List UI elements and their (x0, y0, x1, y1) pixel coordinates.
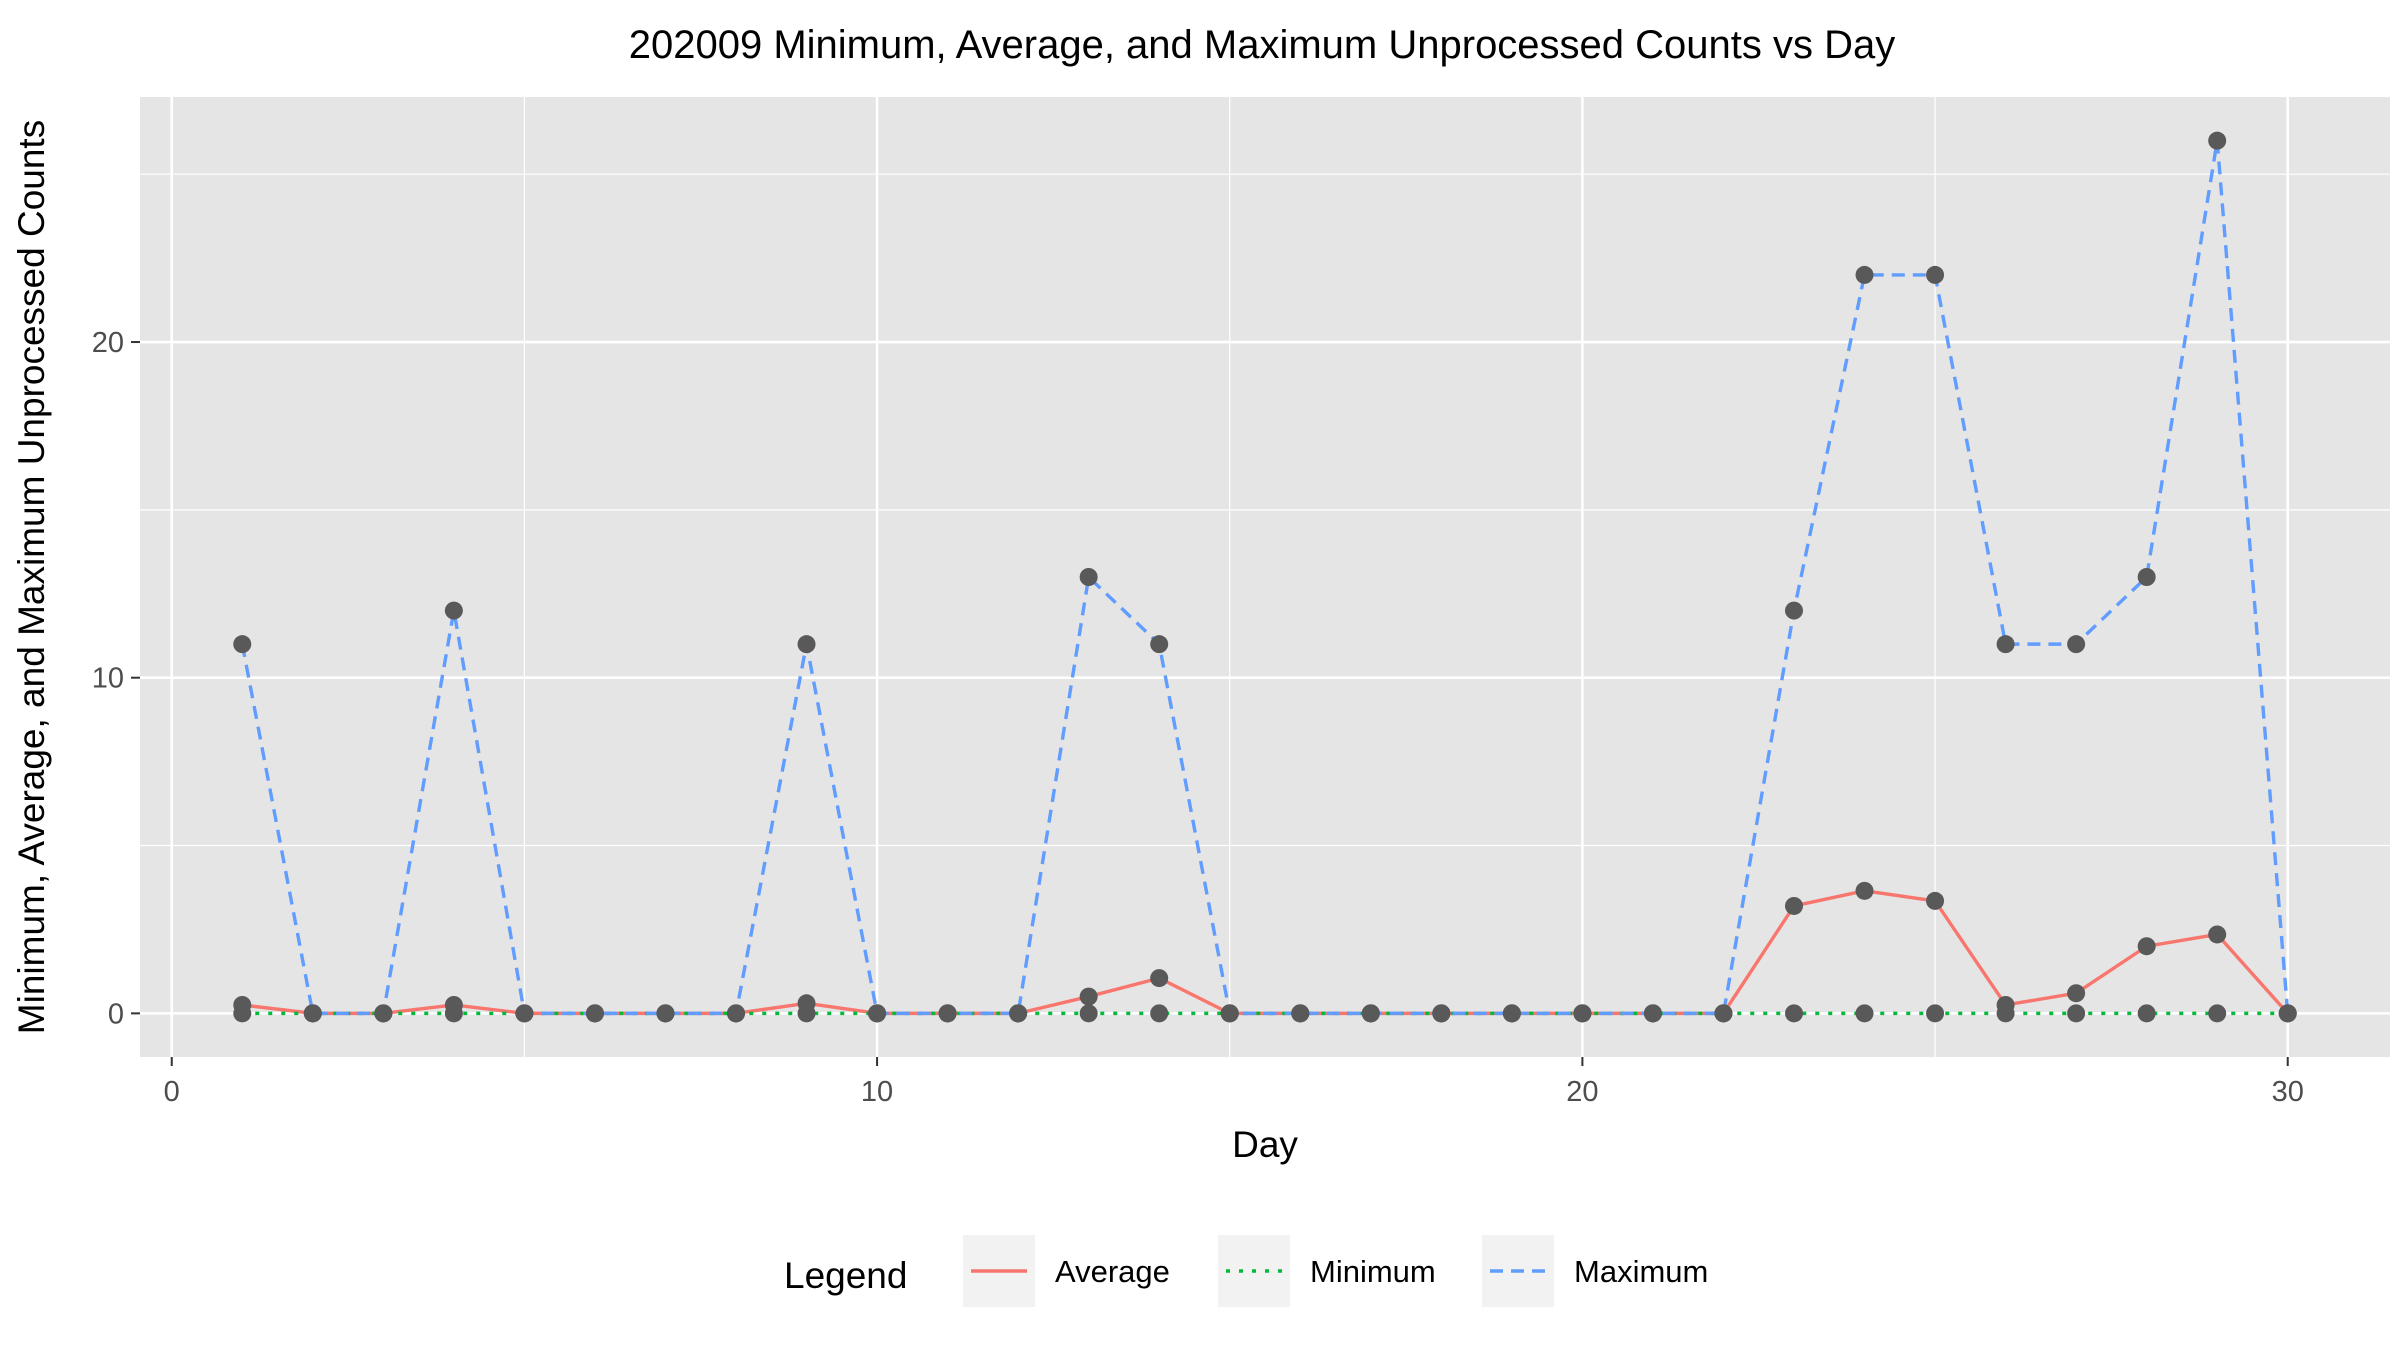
data-point-maximum (303, 1004, 322, 1023)
data-point-maximum (1996, 635, 2015, 654)
data-point-maximum (233, 635, 252, 654)
y-tick-label: 0 (108, 998, 124, 1030)
data-point-minimum (2137, 1004, 2156, 1023)
data-point-maximum (2278, 1004, 2297, 1023)
data-point-maximum (868, 1004, 887, 1023)
data-point-average (1926, 891, 1945, 910)
data-point-minimum (1150, 1004, 1169, 1023)
legend-label-maximum: Maximum (1574, 1254, 1708, 1289)
legend-title: Legend (784, 1255, 907, 1296)
data-point-maximum (1220, 1004, 1239, 1023)
data-point-maximum (1291, 1004, 1310, 1023)
data-point-maximum (1502, 1004, 1521, 1023)
data-point-average (2208, 925, 2227, 944)
data-point-maximum (1432, 1004, 1451, 1023)
x-axis-label: Day (1232, 1124, 1298, 1165)
data-point-maximum (1855, 265, 1874, 284)
data-point-maximum (656, 1004, 675, 1023)
data-point-maximum (515, 1004, 534, 1023)
legend: Legend Average Minimum Maximum (784, 1235, 1708, 1307)
x-tick-label: 10 (861, 1076, 893, 1108)
data-point-minimum (1926, 1004, 1945, 1023)
data-point-maximum (727, 1004, 746, 1023)
legend-items: Average Minimum Maximum (963, 1235, 1708, 1307)
data-point-maximum (1784, 601, 1803, 620)
data-point-maximum (2208, 131, 2227, 150)
data-point-average (1150, 969, 1169, 988)
data-point-maximum (1009, 1004, 1028, 1023)
data-point-maximum (938, 1004, 957, 1023)
data-point-average (1784, 896, 1803, 915)
data-point-maximum (1573, 1004, 1592, 1023)
data-point-maximum (374, 1004, 393, 1023)
data-point-average (2137, 937, 2156, 956)
data-points (233, 131, 2297, 1023)
data-point-maximum (1643, 1004, 1662, 1023)
data-point-minimum (1784, 1004, 1803, 1023)
data-point-maximum (2067, 635, 2086, 654)
data-point-average (1855, 881, 1874, 900)
data-point-maximum (585, 1004, 604, 1023)
data-point-maximum (1150, 635, 1169, 654)
legend-label-average: Average (1055, 1254, 1170, 1289)
data-point-maximum (1926, 265, 1945, 284)
chart-title: 202009 Minimum, Average, and Maximum Unp… (629, 23, 1896, 67)
x-tick-label: 0 (164, 1076, 180, 1108)
data-point-minimum (2067, 1004, 2086, 1023)
legend-label-minimum: Minimum (1310, 1254, 1436, 1289)
x-axis: 0 10 20 30 (164, 1057, 2304, 1108)
data-point-minimum (797, 1004, 816, 1023)
series-line-maximum (240, 138, 2290, 1016)
y-tick-label: 20 (92, 327, 124, 359)
series-lines (240, 138, 2290, 1016)
data-point-maximum (1714, 1004, 1733, 1023)
data-point-minimum (2208, 1004, 2227, 1023)
y-axis: 0 10 20 (92, 327, 140, 1030)
data-point-maximum (797, 635, 816, 654)
y-axis-label: Minimum, Average, and Maximum Unprocesse… (11, 120, 52, 1034)
data-point-maximum (2137, 568, 2156, 586)
plot-panel (140, 97, 2390, 1057)
data-point-average (2067, 984, 2086, 1003)
data-point-minimum (1855, 1004, 1874, 1023)
y-tick-label: 10 (92, 663, 124, 695)
data-point-minimum (1079, 1004, 1098, 1023)
data-point-maximum (444, 601, 463, 620)
data-point-maximum (1079, 568, 1098, 586)
data-point-maximum (1361, 1004, 1380, 1023)
x-tick-label: 20 (1566, 1076, 1598, 1108)
data-point-average (1079, 987, 1098, 1006)
data-point-minimum (1996, 1004, 2015, 1023)
minor-gridlines (140, 97, 2390, 1057)
data-point-minimum (233, 1004, 252, 1023)
data-point-minimum (444, 1004, 463, 1023)
x-tick-label: 30 (2272, 1076, 2304, 1108)
